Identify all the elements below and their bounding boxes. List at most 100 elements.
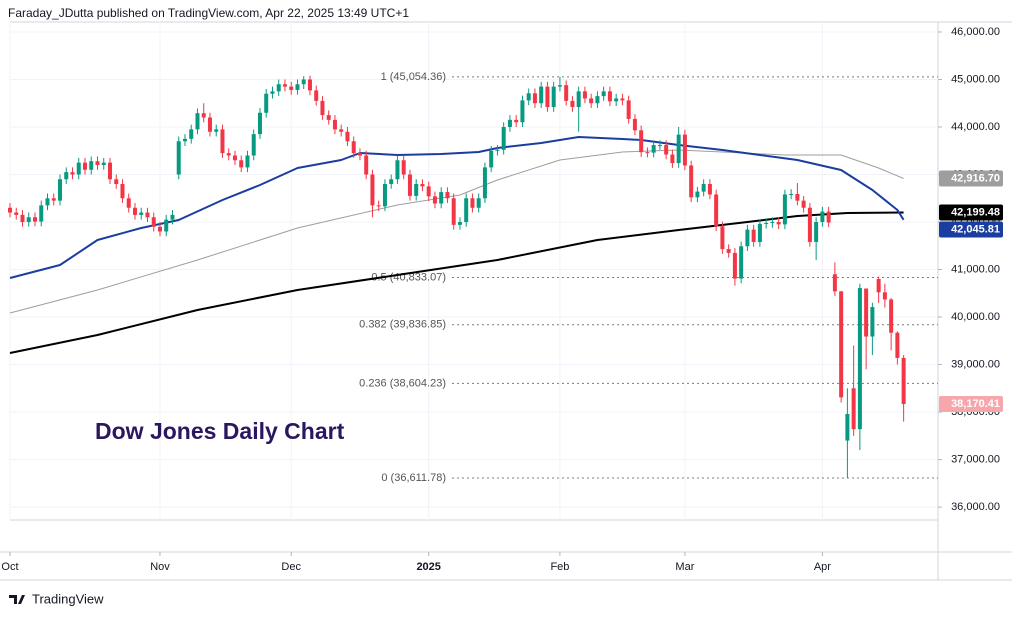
candle-body (64, 172, 69, 180)
candle-body (307, 79, 312, 91)
candle-body (614, 98, 619, 102)
candle-body (332, 119, 337, 130)
candle-body (551, 86, 556, 108)
candle-body (164, 219, 169, 232)
y-tick-label: 37,000.00 (951, 453, 1000, 465)
candle-body (120, 184, 125, 199)
candle-body (651, 145, 656, 153)
candle-body (807, 207, 812, 242)
candle-body (382, 184, 387, 207)
candle-body (357, 153, 362, 156)
candle-body (139, 212, 144, 215)
candle-body (51, 198, 56, 201)
price-tag (939, 204, 1003, 221)
y-tick-label: 41,000.00 (951, 263, 1000, 275)
candle-body (826, 211, 831, 223)
price-tag-label: 42,916.70 (951, 172, 1000, 184)
candle-body (214, 129, 219, 132)
candle-body (364, 155, 369, 175)
candle-body (770, 222, 775, 224)
candle-body (639, 130, 644, 153)
candle-body (276, 84, 281, 92)
candle-body (101, 162, 106, 166)
candle-body (14, 212, 19, 215)
publisher-line: Faraday_JDutta published on TradingView.… (8, 6, 409, 20)
candle-body (851, 388, 856, 430)
x-tick-label: 2025 (416, 561, 440, 573)
y-tick-label: 45,000.00 (951, 73, 1000, 85)
candle-body (657, 145, 662, 147)
candle-body (676, 134, 681, 164)
candle-body (589, 98, 594, 104)
candle-body (89, 161, 94, 170)
candle-body (832, 274, 837, 292)
price-tag (939, 170, 1003, 187)
candle-body (451, 198, 456, 225)
candle-body (114, 179, 119, 185)
candle-body (695, 191, 700, 198)
candle-body (489, 150, 494, 168)
candle-body (176, 141, 181, 175)
candle-body (251, 134, 256, 156)
candle-body (501, 126, 506, 150)
candle-body (476, 198, 481, 208)
candle-body (107, 162, 112, 180)
candle-body (820, 211, 825, 223)
y-tick-label: 39,000.00 (951, 358, 1000, 370)
candle-body (470, 198, 475, 208)
candle-body (314, 90, 319, 101)
x-tick-label: Mar (675, 561, 694, 573)
chart-title: Dow Jones Daily Chart (95, 418, 345, 444)
candle-body (189, 129, 194, 139)
candle-body (776, 222, 781, 225)
candle-body (76, 162, 81, 175)
candle-body (626, 100, 631, 119)
candle-body (126, 198, 131, 208)
candle-body (689, 165, 694, 198)
candle-body (420, 184, 425, 187)
candle-body (351, 141, 356, 154)
candle-body (245, 155, 250, 168)
candle-body (170, 214, 175, 220)
x-tick-label: Feb (550, 561, 569, 573)
candle-body (557, 85, 562, 87)
candle-body (345, 131, 350, 142)
candle-body (407, 174, 412, 196)
candle-body (701, 184, 706, 192)
price-tag-label: 42,199.48 (951, 206, 1000, 218)
candle-body (7, 207, 12, 213)
price-tag-label: 38,170.41 (951, 398, 1000, 410)
logo-mark (9, 595, 25, 604)
candle-body (482, 167, 487, 199)
candle-body (545, 86, 550, 108)
candle-body (870, 307, 875, 337)
candle-body (132, 207, 137, 215)
candle-body (739, 246, 744, 279)
candle-body (795, 193, 800, 201)
candle-body (457, 222, 462, 225)
y-tick-label: 36,000.00 (951, 501, 1000, 513)
candle-body (151, 217, 156, 227)
candle-body (664, 145, 669, 155)
y-tick-label: 46,000.00 (951, 26, 1000, 38)
fib-level-label: 0.236 (38,604.23) (359, 377, 446, 389)
candle-body (339, 129, 344, 132)
candle-body (320, 100, 325, 116)
price-tag (939, 221, 1003, 238)
candle-body (882, 292, 887, 300)
candle-body (645, 152, 650, 154)
candle-body (757, 223, 762, 242)
candle-body (732, 252, 737, 279)
x-tick-label: Oct (1, 561, 18, 573)
candle-body (26, 217, 31, 223)
moving-average-line (9, 136, 905, 279)
candle-body (889, 299, 894, 333)
candle-body (432, 196, 437, 204)
candle-body (620, 98, 625, 101)
y-tick-label: 40,000.00 (951, 311, 1000, 323)
x-tick-label: Nov (150, 561, 170, 573)
